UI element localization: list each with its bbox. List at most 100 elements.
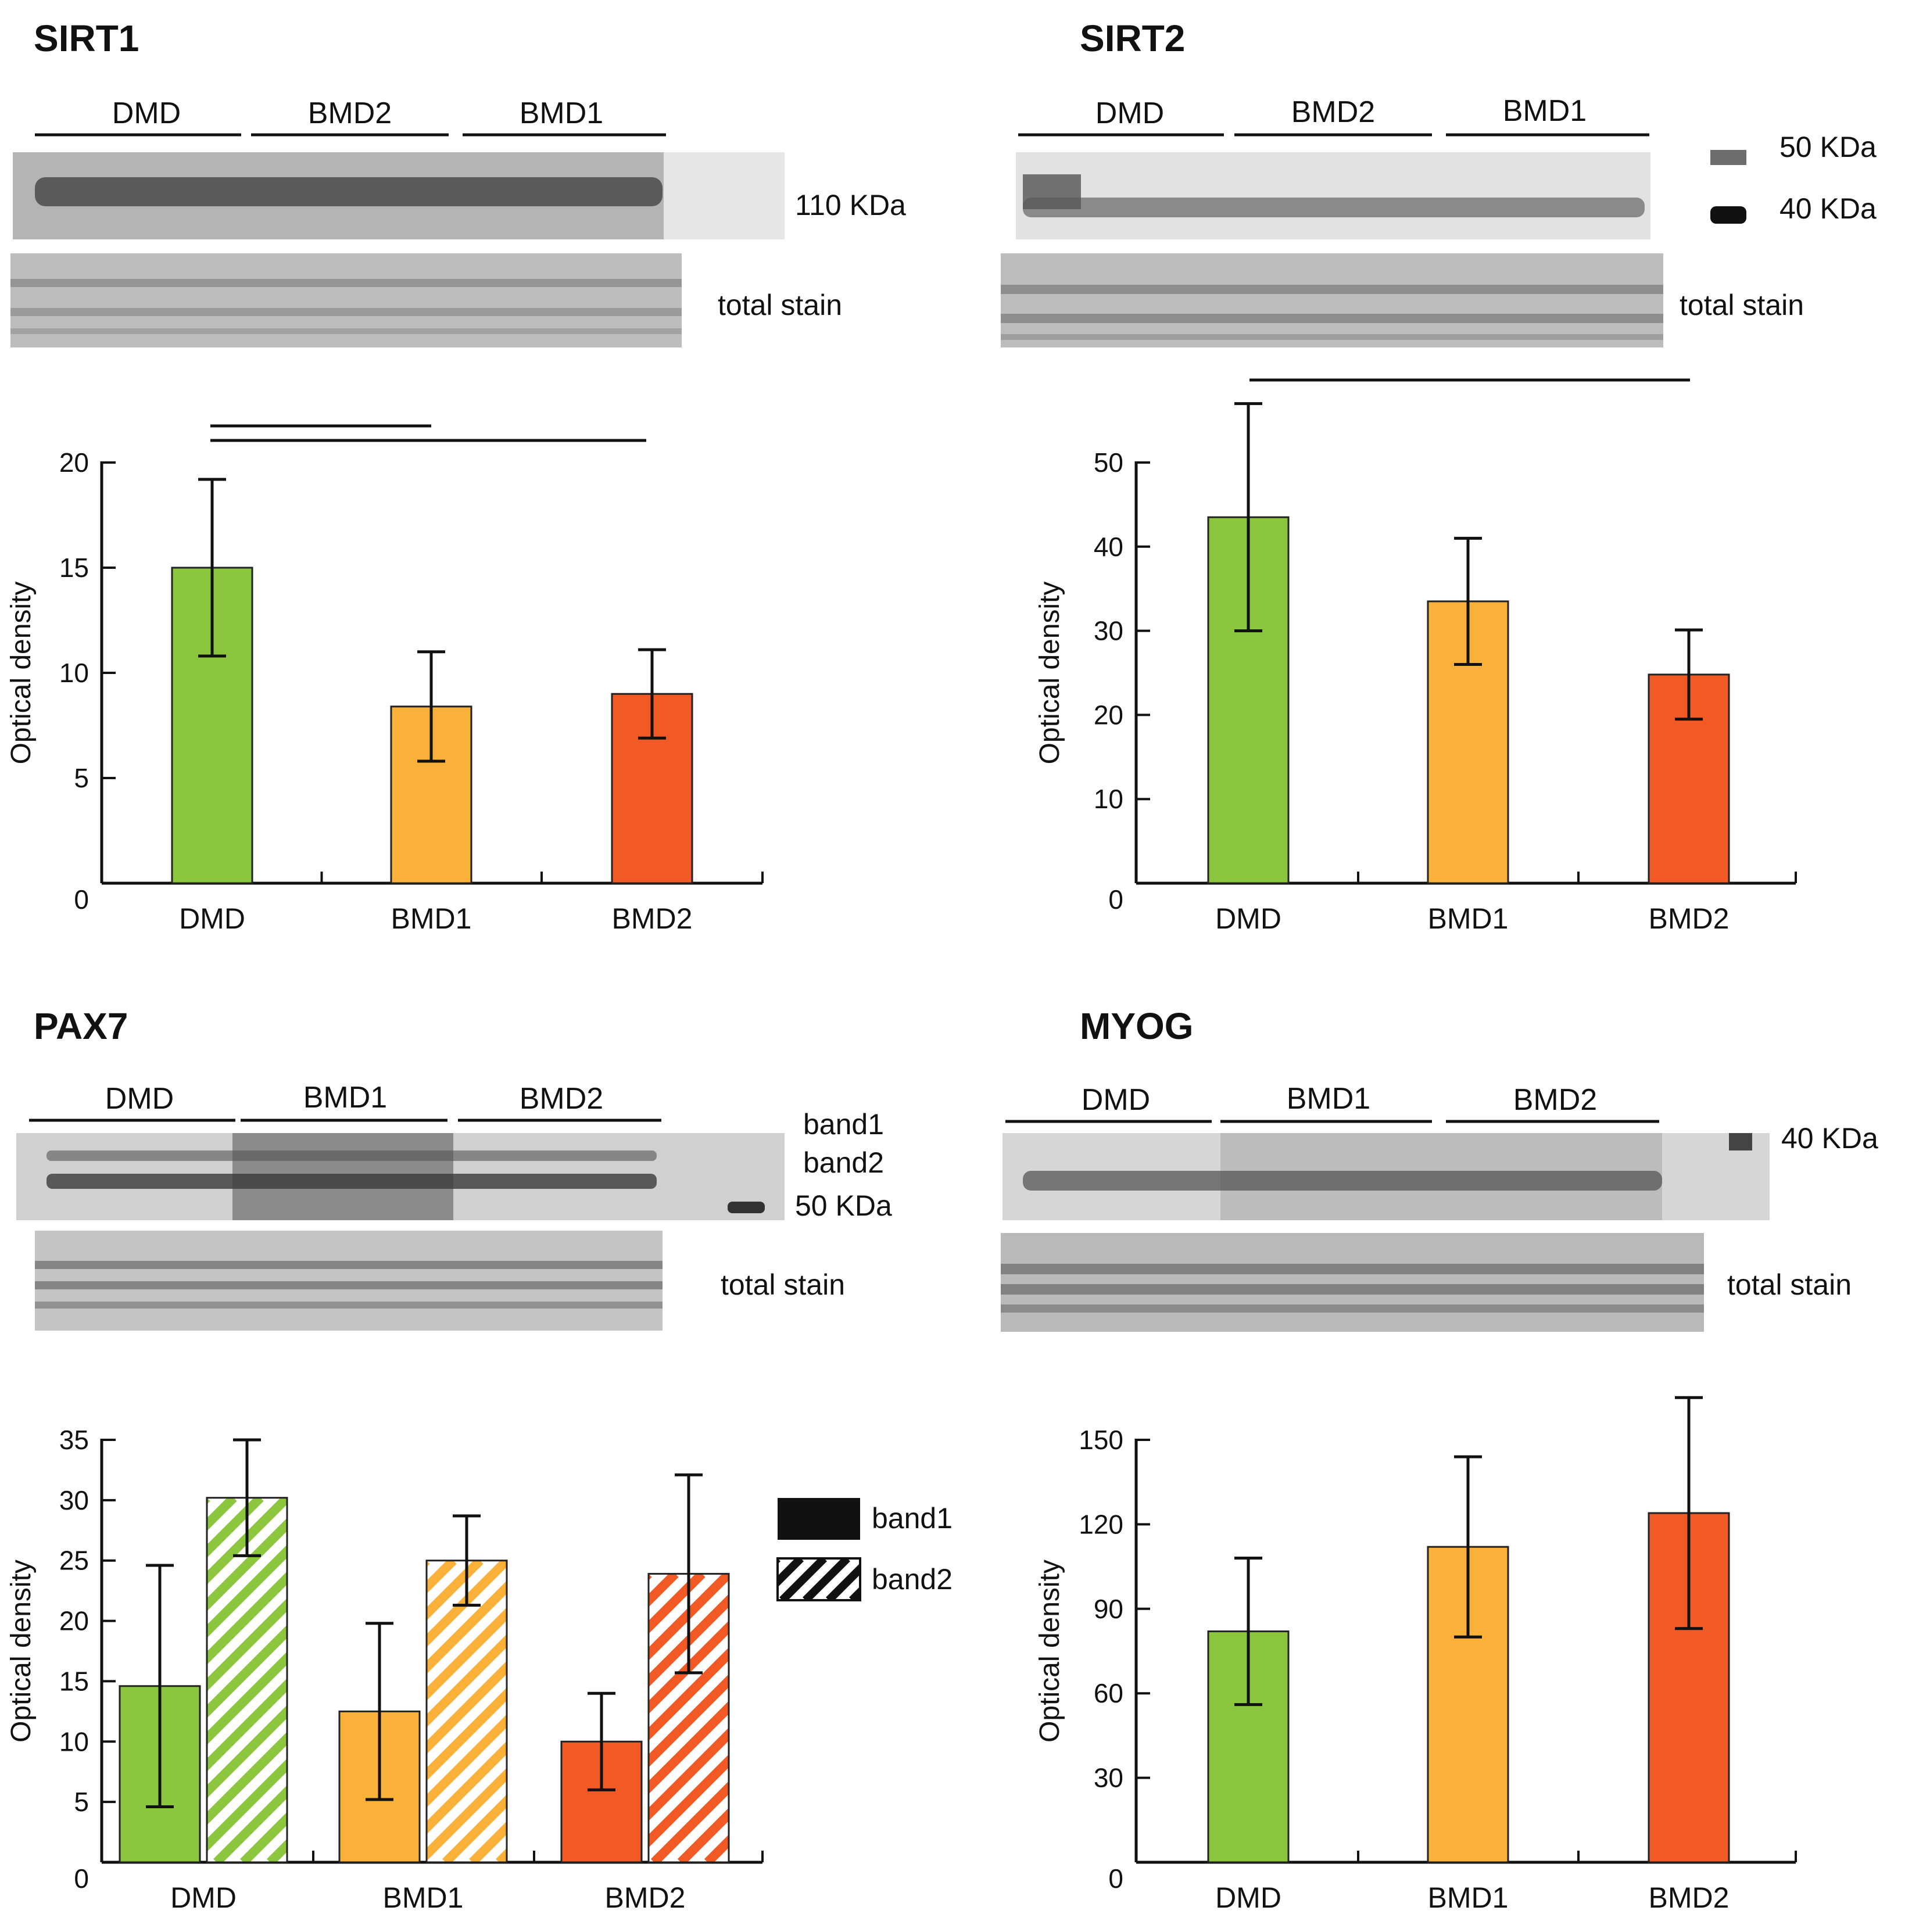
hatch-stripe — [207, 1758, 287, 1852]
y-tick-label: 5 — [74, 1787, 89, 1817]
lane-group-label: BMD1 — [520, 96, 603, 130]
hatch-stripe — [427, 1741, 507, 1835]
hatch-stripe — [826, 1563, 860, 1600]
panel-sirt2: SIRT2 DMD BMD2 BMD1 50 KDa 40 KDa total … — [1001, 17, 1877, 935]
y-tick-label: 25 — [59, 1546, 89, 1576]
x-tick-label: BMD2 — [1649, 902, 1730, 935]
hatch-stripe — [713, 1561, 1015, 1862]
hatch-stripe — [427, 1560, 484, 1621]
hatch-stripe — [207, 1651, 287, 1745]
lane-group-label: BMD1 — [1287, 1082, 1370, 1116]
western-blot-band-strip — [1016, 152, 1650, 239]
y-tick-label: 5 — [74, 763, 89, 793]
hatch-stripe — [591, 1498, 955, 1862]
total-stain-strip — [1001, 253, 1663, 347]
hatch-pattern — [427, 1560, 1068, 1863]
hatch-stripe — [207, 1732, 287, 1826]
western-blot-band-strip — [16, 1133, 785, 1220]
bar-chart-sirt2: 0 10 20 30 40 50 Optical density DMD BMD1 BMD2 — [1034, 378, 1797, 935]
y-tick-label: 30 — [1094, 1763, 1123, 1793]
lane-group-label: DMD — [105, 1082, 174, 1116]
hatch-stripe — [788, 1574, 1076, 1862]
bar-chart-pax7: 0 5 10 15 20 25 30 35 Optical density DMD BMD1 BMD2 — [6, 1425, 1237, 1914]
x-tick-label: BMD2 — [612, 902, 693, 935]
band-name-label: band1 — [803, 1108, 884, 1141]
y-tick-label: 10 — [1094, 784, 1123, 814]
x-tick-label: BMD1 — [1428, 902, 1509, 935]
band-size-label: 50 KDa — [1779, 131, 1877, 163]
band-size-label: 40 KDa — [1779, 192, 1877, 225]
hatch-stripe — [213, 1785, 287, 1862]
hatch-stripe — [427, 1634, 507, 1728]
hatch-pattern — [207, 1497, 955, 1862]
band-size-label: 50 KDa — [795, 1189, 892, 1222]
hatch-stripe — [207, 1518, 287, 1612]
y-tick-label: 15 — [59, 1666, 89, 1696]
y-tick-label: 90 — [1094, 1594, 1123, 1624]
hatch-stripe — [207, 1544, 287, 1639]
hatch-stripe — [948, 1574, 1237, 1862]
hatch-stripe — [761, 1574, 1050, 1862]
panel-sirt1: SIRT1 DMD BMD2 BMD1 110 KDa total stain … — [6, 17, 906, 935]
hatch-stripe — [803, 1558, 850, 1600]
y-tick-label: 30 — [1094, 616, 1123, 646]
lane-group-label: BMD2 — [1513, 1083, 1597, 1117]
hatch-stripe — [649, 1594, 729, 1687]
lane-group-labels: DMD BMD1 BMD2 — [29, 1081, 661, 1122]
panel-myog: MYOG DMD BMD1 BMD2 40 KDa total stain 0 3… — [1001, 1005, 1878, 1914]
x-tick-label: DMD — [1215, 902, 1281, 935]
y-tick-label: 120 — [1079, 1509, 1123, 1539]
hatch-stripe — [842, 1574, 1130, 1862]
panel-title: PAX7 — [34, 1005, 128, 1047]
hatch-stripe — [649, 1727, 729, 1821]
y-tick-label: 150 — [1079, 1425, 1123, 1455]
lane-group-label: DMD — [112, 96, 181, 130]
band-size-label: 110 KDa — [795, 189, 906, 221]
y-tick-label: 10 — [59, 1726, 89, 1757]
panel-title: MYOG — [1080, 1005, 1194, 1047]
y-tick-label: 30 — [59, 1485, 89, 1515]
y-tick-label: 40 — [1094, 532, 1123, 562]
western-blot-band-strip — [1002, 1133, 1770, 1220]
hatch-stripe — [740, 1561, 1041, 1862]
total-stain-strip — [35, 1231, 663, 1331]
y-axis-label: Optical density — [6, 1560, 37, 1743]
band-name-label: band2 — [803, 1146, 884, 1179]
lane-group-label: BMD1 — [303, 1081, 387, 1114]
y-tick-label: 20 — [59, 1606, 89, 1636]
lane-group-label: BMD2 — [1291, 95, 1375, 129]
hatch-stripe — [240, 1812, 287, 1862]
y-tick-label: 0 — [74, 1863, 89, 1894]
total-stain-strip — [1001, 1233, 1704, 1332]
legend-label: band1 — [872, 1502, 953, 1535]
y-tick-label: 20 — [1094, 700, 1123, 730]
hatch-stripe — [649, 1754, 729, 1848]
hatch-stripe — [767, 1561, 1068, 1862]
x-tick-label: BMD1 — [1428, 1881, 1509, 1914]
panel-pax7: PAX7 DMD BMD1 BMD2 band1 band2 50 KDa to… — [6, 1005, 1237, 1914]
x-tick-label: BMD2 — [605, 1881, 686, 1914]
hatch-stripe — [735, 1574, 1023, 1862]
x-tick-label: BMD2 — [1649, 1881, 1730, 1914]
total-stain-label: total stain — [1680, 289, 1804, 321]
hatch-stripe — [649, 1701, 729, 1794]
hatch-stripe — [207, 1625, 287, 1719]
hatch-stripe — [650, 1781, 729, 1862]
y-tick-label: 60 — [1094, 1678, 1123, 1708]
hatch-stripe — [427, 1768, 507, 1862]
hatch-stripe — [704, 1834, 729, 1862]
hatch-stripe — [207, 1598, 287, 1692]
lane-group-label: BMD2 — [520, 1082, 603, 1116]
panel-title: SIRT2 — [1080, 17, 1185, 59]
hatch-stripe — [686, 1561, 988, 1862]
x-tick-label: BMD1 — [383, 1881, 464, 1914]
x-tick-label: DMD — [170, 1881, 237, 1914]
hatch-stripe — [778, 1558, 780, 1564]
lane-group-label: BMD2 — [308, 96, 392, 130]
hatch-stripe — [207, 1497, 287, 1585]
hatch-stripe — [427, 1560, 507, 1648]
total-stain-strip — [10, 253, 682, 347]
y-tick-label: 0 — [1108, 884, 1123, 915]
y-tick-label: 35 — [59, 1425, 89, 1455]
lane-group-labels: DMD BMD1 BMD2 — [1005, 1082, 1659, 1123]
